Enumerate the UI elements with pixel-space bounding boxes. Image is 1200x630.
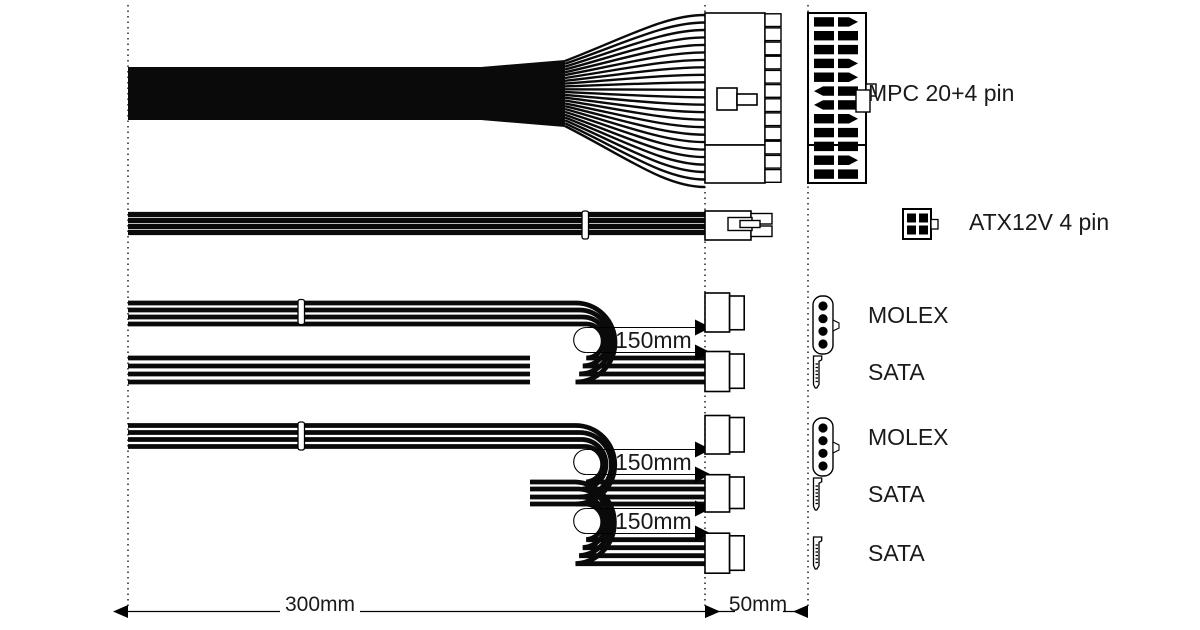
- svg-text:SATA: SATA: [868, 481, 925, 507]
- svg-text:MPC 20+4 pin: MPC 20+4 pin: [868, 80, 1014, 106]
- svg-text:MOLEX: MOLEX: [868, 302, 949, 328]
- svg-text:150mm: 150mm: [615, 508, 692, 534]
- svg-text:SATA: SATA: [868, 359, 925, 385]
- svg-text:ATX12V 4 pin: ATX12V 4 pin: [969, 209, 1109, 235]
- svg-text:150mm: 150mm: [615, 327, 692, 353]
- svg-text:150mm: 150mm: [615, 449, 692, 475]
- svg-text:SATA: SATA: [868, 540, 925, 566]
- svg-text:300mm: 300mm: [285, 593, 355, 616]
- svg-text:50mm: 50mm: [729, 593, 787, 616]
- svg-text:MOLEX: MOLEX: [868, 424, 949, 450]
